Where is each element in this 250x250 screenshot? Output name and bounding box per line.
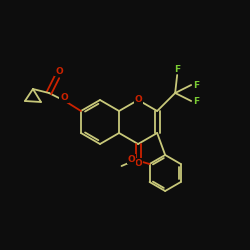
Text: O: O [134, 94, 142, 104]
Text: O: O [55, 66, 63, 76]
Text: O: O [60, 94, 68, 102]
Text: O: O [134, 158, 142, 168]
Text: F: F [174, 64, 180, 74]
Text: F: F [193, 80, 199, 90]
Text: F: F [193, 96, 199, 106]
Text: O: O [128, 154, 136, 164]
